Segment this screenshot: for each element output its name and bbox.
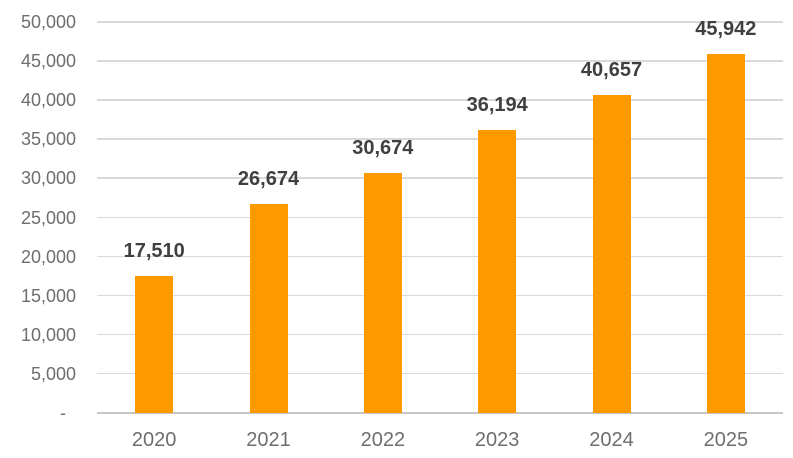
gridline [97,255,783,258]
gridline [97,99,783,101]
bar-2024 [592,95,631,413]
y-axis-tick-label: - [60,403,66,423]
bar-data-label: 26,674 [237,168,300,191]
y-axis-tick-label: 35,000 [20,129,76,150]
x-axis-category-label: 2021 [246,429,291,451]
bar-data-label: 40,657 [580,59,643,82]
bar-data-label: 45,942 [695,17,757,40]
gridline [97,372,783,375]
gridline [97,333,783,336]
gridline [97,138,783,140]
y-axis-tick-label: 20,000 [20,246,76,267]
gridline [97,177,783,179]
bar-data-label: 30,674 [352,137,414,160]
gridline [97,21,783,23]
bar-2025 [706,53,745,413]
bar-2022 [363,173,402,413]
x-axis-category-label: 2022 [360,429,406,451]
y-axis-tick-label: 45,000 [20,51,76,72]
x-axis-category-label: 2025 [703,429,749,451]
bar-data-label: 36,194 [466,93,528,116]
bar-data-label: 17,510 [123,240,185,263]
gridline [97,294,783,297]
x-axis-category-label: 2024 [589,429,634,451]
bar-2020 [135,276,174,413]
gridline [97,216,783,218]
bar-2021 [249,204,288,413]
x-axis-category-label: 2023 [474,429,520,451]
x-axis-line [97,412,783,414]
y-axis-tick-label: 5,000 [30,363,76,384]
y-axis-tick-label: 10,000 [20,324,76,345]
y-axis-tick-label: 15,000 [20,285,76,306]
x-axis-category-label: 2020 [131,429,177,451]
y-axis-tick-label: 50,000 [20,12,76,32]
gridline [97,60,783,62]
y-axis-tick-label: 25,000 [20,207,76,228]
y-axis-tick-label: 40,000 [20,90,76,111]
bar-2023 [478,129,517,413]
y-axis-tick-label: 30,000 [20,168,76,189]
